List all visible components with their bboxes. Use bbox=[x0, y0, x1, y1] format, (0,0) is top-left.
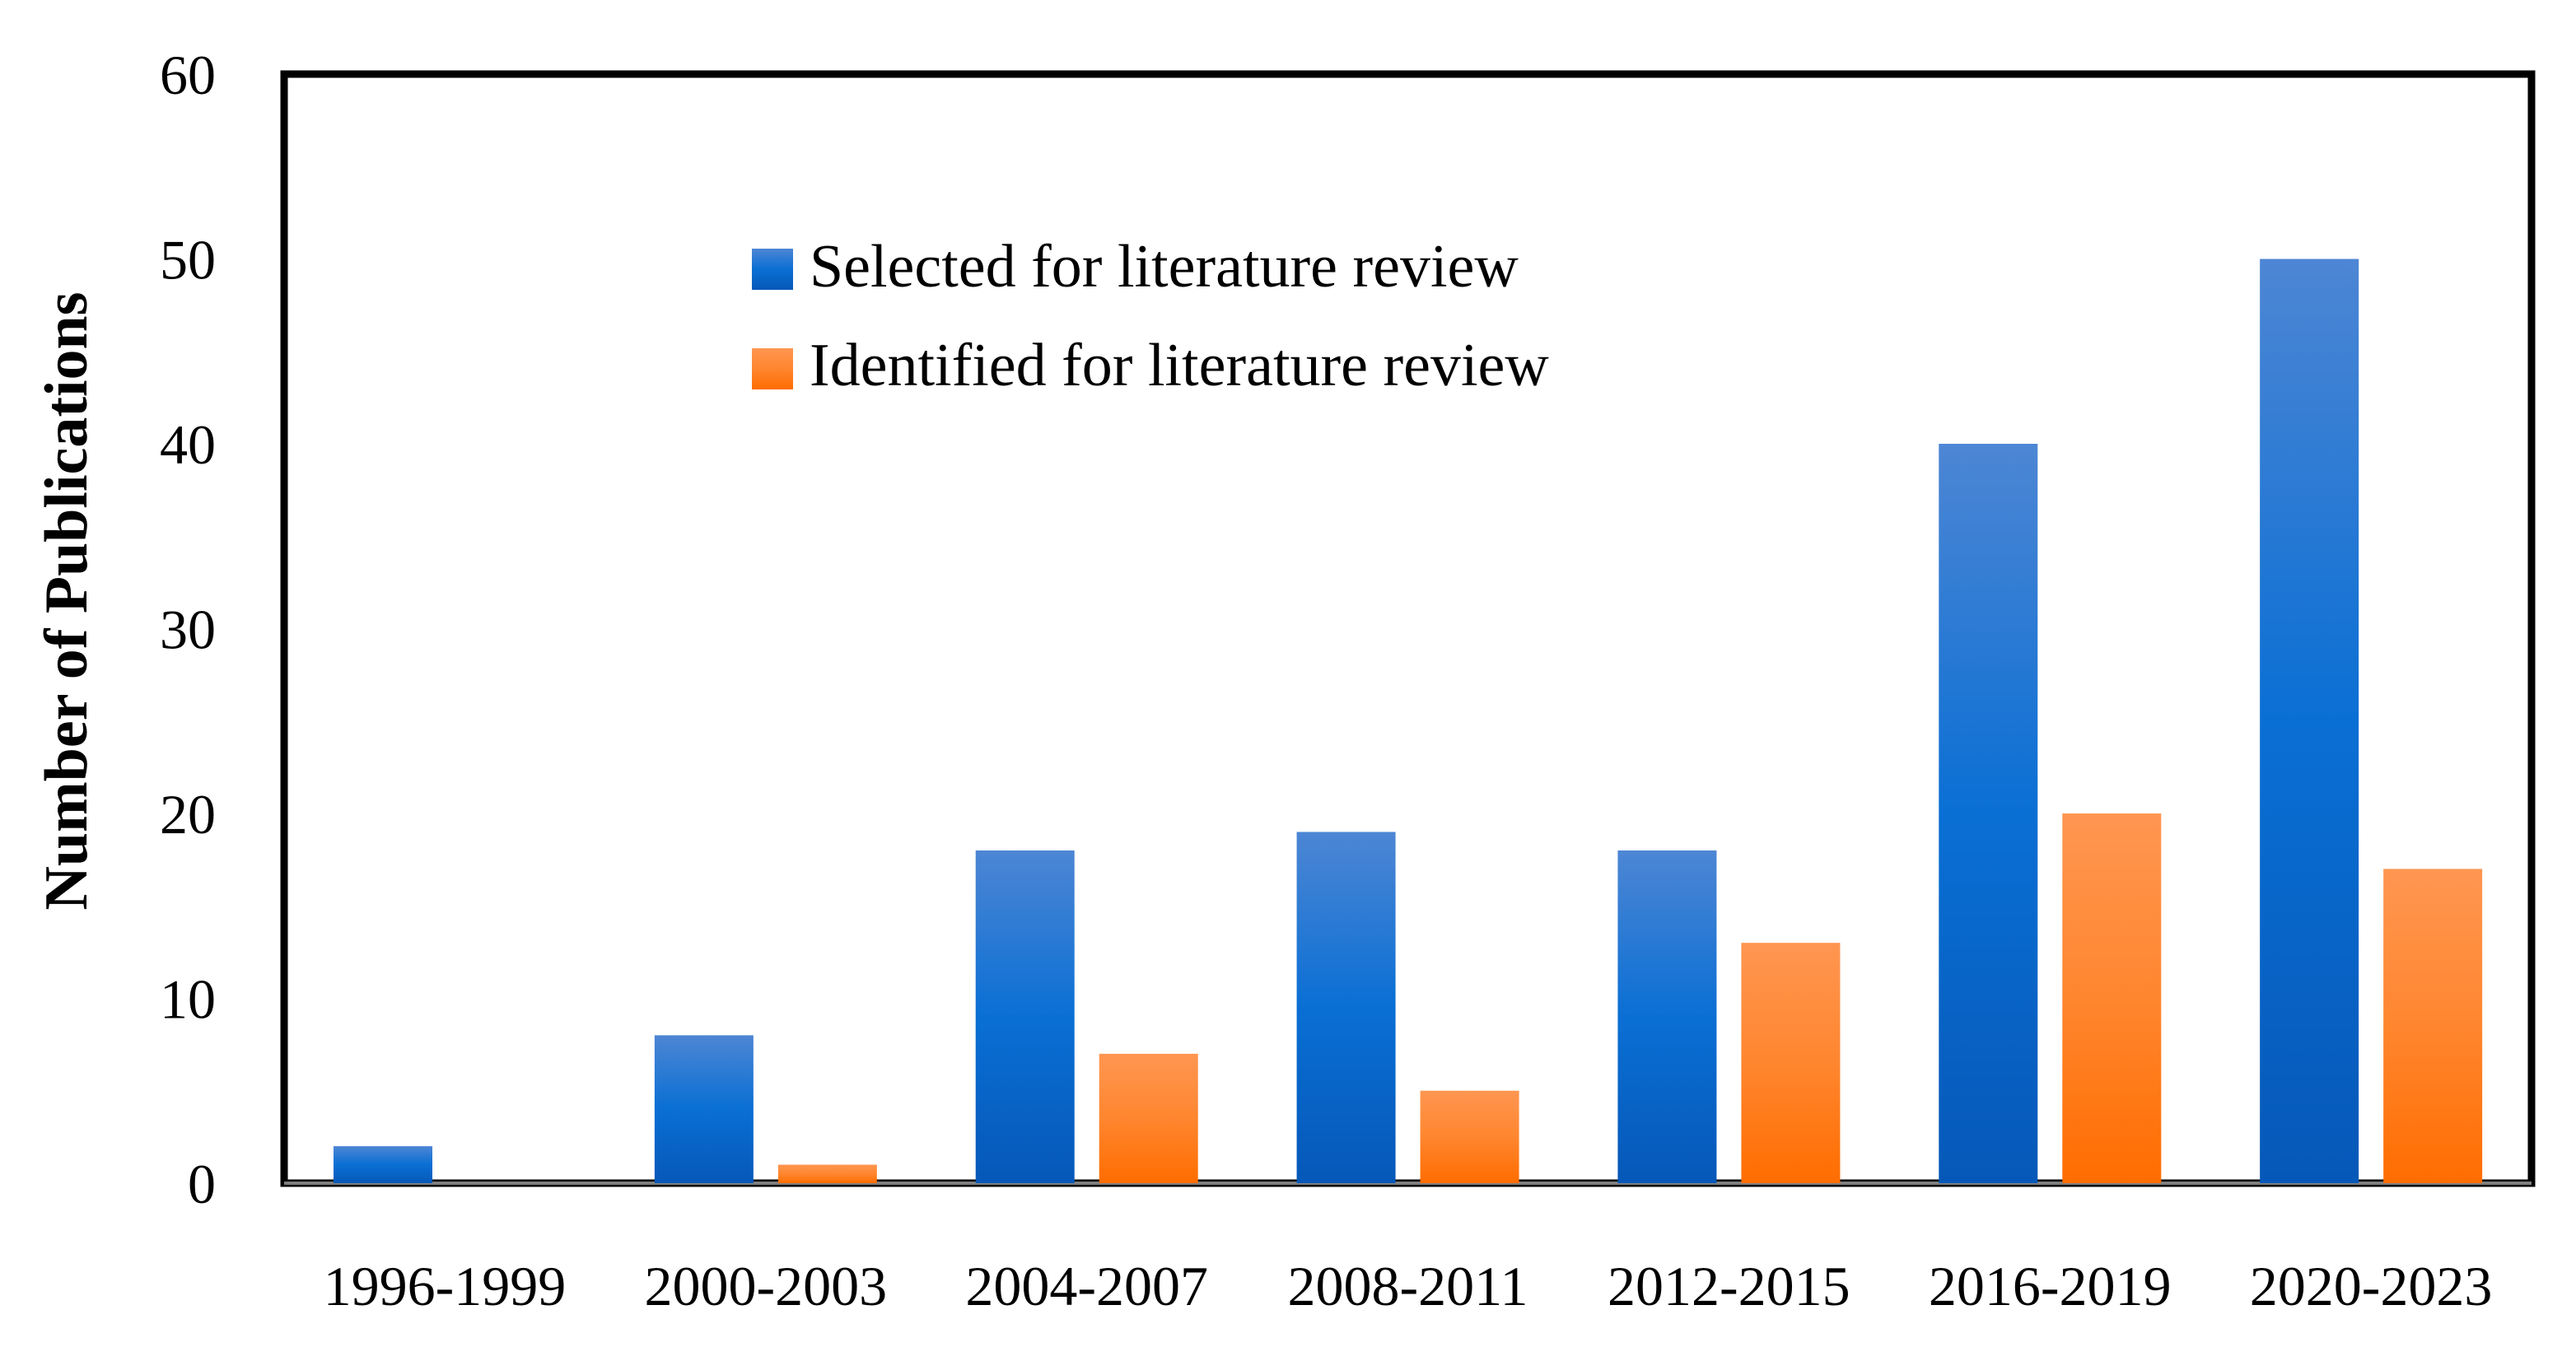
bar-selected-2000-2003 bbox=[654, 1035, 754, 1183]
y-tick-label: 40 bbox=[160, 413, 216, 476]
x-tick-label: 2016-2019 bbox=[1929, 1255, 2172, 1317]
bar-selected-2016-2019 bbox=[1939, 444, 2038, 1183]
x-tick-label: 2004-2007 bbox=[965, 1255, 1208, 1317]
bar-identified-2008-2011 bbox=[1420, 1090, 1519, 1183]
bar-selected-2004-2007 bbox=[975, 850, 1075, 1183]
bar-identified-2020-2023 bbox=[2383, 869, 2483, 1183]
legend-swatch-selected bbox=[752, 249, 793, 290]
y-tick-label: 20 bbox=[160, 783, 216, 846]
y-tick-label: 0 bbox=[188, 1153, 216, 1215]
bar-selected-2012-2015 bbox=[1617, 850, 1717, 1183]
y-tick-label: 10 bbox=[160, 968, 216, 1031]
y-tick-label: 50 bbox=[160, 229, 216, 291]
bar-identified-2000-2003 bbox=[777, 1164, 877, 1183]
y-tick-label: 30 bbox=[160, 599, 216, 661]
y-tick-label: 60 bbox=[160, 44, 216, 106]
x-tick-label: 1996-1999 bbox=[324, 1255, 567, 1317]
y-axis-title: Number of Publications bbox=[33, 291, 100, 910]
x-tick-label: 2012-2015 bbox=[1608, 1255, 1850, 1317]
x-tick-label: 2020-2023 bbox=[2250, 1255, 2493, 1317]
bar-identified-2016-2019 bbox=[2062, 813, 2162, 1183]
y-axis-ticks: 0 10 20 30 40 50 60 bbox=[160, 44, 216, 1215]
bars bbox=[334, 259, 2483, 1183]
bar-identified-2012-2015 bbox=[1741, 943, 1841, 1183]
bar-selected-2020-2023 bbox=[2260, 259, 2359, 1183]
x-tick-label: 2008-2011 bbox=[1287, 1255, 1528, 1317]
legend-swatch-identified bbox=[752, 348, 793, 389]
x-tick-label: 2000-2003 bbox=[644, 1255, 887, 1317]
bar-selected-1996-1999 bbox=[334, 1146, 432, 1183]
legend: Selected for literature review Identifie… bbox=[752, 233, 1549, 399]
bar-identified-2004-2007 bbox=[1099, 1053, 1198, 1183]
bar-selected-2008-2011 bbox=[1296, 832, 1396, 1183]
legend-label-identified: Identified for literature review bbox=[810, 332, 1549, 399]
legend-label-selected: Selected for literature review bbox=[810, 233, 1519, 301]
x-axis-ticks: 1996-1999 2000-2003 2004-2007 2008-2011 2012… bbox=[324, 1255, 2493, 1317]
